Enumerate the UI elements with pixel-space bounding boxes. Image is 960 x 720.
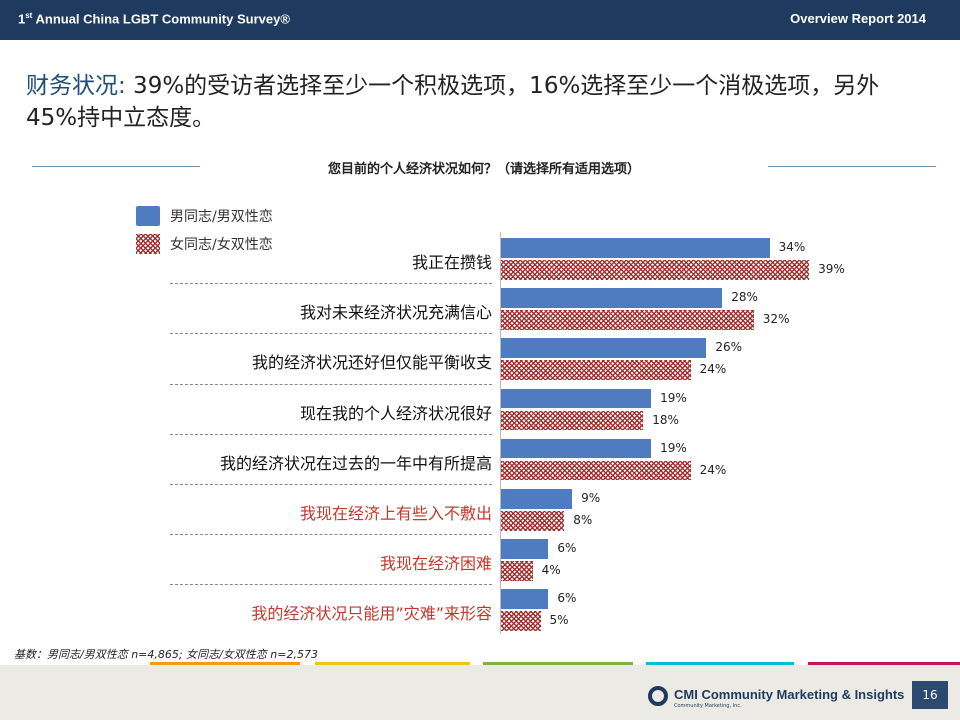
category-divider: [170, 584, 492, 586]
data-label: 19%: [660, 390, 687, 405]
data-label: 39%: [818, 262, 845, 276]
legend-label: 女同志/女双性恋: [170, 237, 273, 253]
color-stripe: [646, 662, 794, 665]
category-label: 我正在攒钱: [411, 253, 492, 272]
color-stripe: [483, 662, 633, 665]
data-label: 5%: [549, 613, 569, 628]
bar-gay-bi-men: [501, 489, 573, 509]
category-label: 我的经济状况只能用”灾难”来形容: [251, 604, 492, 624]
category-divider: [170, 283, 492, 285]
color-stripe: [808, 662, 960, 665]
data-label: 19%: [660, 440, 687, 455]
data-label: 32%: [762, 312, 790, 327]
category-label: 我的经济状况还好但仅能平衡收支: [251, 353, 492, 373]
headline-key: 财务状况:: [26, 73, 126, 99]
chart-title: 您目前的个人经济状况如何？（请选择所有适用选项）: [327, 162, 640, 177]
base-footnote: 基数：男同志/男双性恋 n=4,865; 女同志/女双性恋 n=2,573: [14, 648, 318, 661]
chart-axis-line: [500, 232, 501, 634]
bar-lesbian-bi-women: [501, 611, 541, 631]
data-label: 28%: [731, 290, 758, 305]
legend-swatch-blue: [136, 206, 160, 226]
data-label: 9%: [581, 491, 601, 505]
category-divider: [170, 333, 492, 335]
bar-gay-bi-men: [501, 388, 652, 409]
legend-swatch-hatched: [136, 234, 160, 254]
slide-headline: 财务状况: 39%的受访者选择至少一个积极选项，16%选择至少一个消极选项，另外…: [26, 70, 926, 134]
data-label: 6%: [557, 591, 577, 606]
legend-label: 男同志/男双性恋: [170, 209, 273, 225]
bar-lesbian-bi-women: [501, 310, 754, 330]
title-rule-left: [32, 166, 200, 167]
bar-gay-bi-men: [501, 438, 652, 459]
bar-lesbian-bi-women: [501, 360, 691, 380]
bar-gay-bi-men: [501, 288, 723, 308]
category-divider: [170, 433, 492, 435]
header-bar: 1st Annual China LGBT Community Survey® …: [0, 0, 960, 40]
headline-text: 39%的受访者选择至少一个积极选项，16%选择至少一个消极选项，另外45%持中立…: [26, 73, 880, 131]
title-rule-right: [768, 166, 936, 167]
color-stripe: [150, 662, 300, 665]
color-stripe: [315, 662, 470, 665]
category-label: 我现在经济困难: [379, 554, 492, 574]
category-label: 我的经济状况在过去的一年中有所提高: [219, 453, 492, 473]
page-number: 16: [912, 681, 948, 709]
bar-lesbian-bi-women: [501, 511, 565, 531]
data-label: 6%: [557, 541, 577, 556]
category-label: 我现在经济上有些入不敷出: [299, 504, 492, 523]
bar-gay-bi-men: [501, 338, 707, 358]
bar-lesbian-bi-women: [501, 260, 810, 280]
bar-gay-bi-men: [501, 238, 770, 258]
category-divider: [170, 383, 492, 385]
data-label: 24%: [699, 462, 727, 477]
data-label: 8%: [573, 513, 593, 527]
cmi-logo-subtext: Community Marketing, Inc.: [674, 703, 742, 709]
survey-title: 1st Annual China LGBT Community Survey®: [18, 11, 290, 27]
category-label: 我对未来经济状况充满信心: [299, 303, 492, 323]
footer: [0, 665, 960, 720]
category-divider: [170, 534, 492, 536]
report-title: Overview Report 2014: [790, 11, 926, 26]
data-label: 18%: [652, 412, 679, 427]
cmi-logo-icon: [648, 686, 668, 706]
bar-lesbian-bi-women: [501, 410, 644, 431]
bar-lesbian-bi-women: [501, 460, 691, 481]
bar-lesbian-bi-women: [501, 561, 533, 581]
data-label: 26%: [715, 340, 743, 355]
bar-gay-bi-men: [501, 589, 549, 609]
data-label: 4%: [541, 563, 561, 578]
cmi-logo-text: CMI Community Marketing & Insights: [674, 687, 905, 702]
bar-gay-bi-men: [501, 539, 549, 559]
category-label: 现在我的个人经济状况很好: [299, 403, 492, 423]
data-label: 34%: [778, 240, 806, 254]
category-divider: [170, 484, 492, 485]
data-label: 24%: [699, 362, 727, 377]
